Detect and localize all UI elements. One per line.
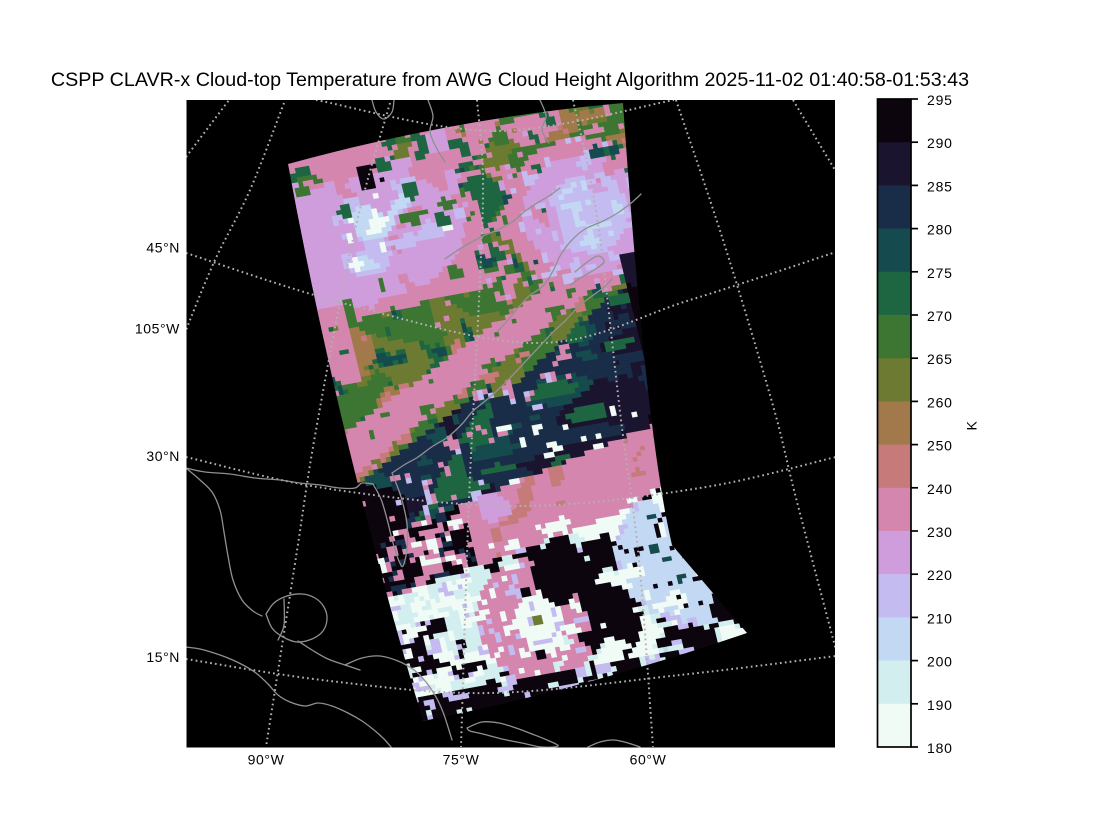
svg-text:260: 260 bbox=[927, 394, 953, 410]
svg-text:290: 290 bbox=[927, 135, 953, 151]
svg-text:15°N: 15°N bbox=[146, 649, 180, 665]
svg-text:180: 180 bbox=[927, 740, 953, 756]
svg-text:295: 295 bbox=[927, 92, 953, 108]
svg-text:220: 220 bbox=[927, 567, 953, 583]
svg-text:275: 275 bbox=[927, 265, 953, 281]
svg-text:105°W: 105°W bbox=[135, 321, 180, 337]
svg-text:CSPP CLAVR-x Cloud-top Tempera: CSPP CLAVR-x Cloud-top Temperature from … bbox=[51, 69, 969, 91]
svg-text:285: 285 bbox=[927, 178, 953, 194]
svg-text:190: 190 bbox=[927, 697, 953, 713]
svg-text:265: 265 bbox=[927, 351, 953, 367]
svg-text:90°W: 90°W bbox=[248, 751, 285, 767]
svg-text:250: 250 bbox=[927, 438, 953, 454]
svg-text:30°N: 30°N bbox=[146, 448, 180, 464]
svg-text:K: K bbox=[964, 421, 980, 431]
svg-text:200: 200 bbox=[927, 654, 953, 670]
svg-text:210: 210 bbox=[927, 610, 953, 626]
svg-text:280: 280 bbox=[927, 222, 953, 238]
svg-text:230: 230 bbox=[927, 524, 953, 540]
svg-text:45°N: 45°N bbox=[146, 240, 180, 256]
svg-text:240: 240 bbox=[927, 481, 953, 497]
svg-text:75°W: 75°W bbox=[443, 751, 480, 767]
svg-text:60°W: 60°W bbox=[630, 751, 667, 767]
svg-text:270: 270 bbox=[927, 308, 953, 324]
